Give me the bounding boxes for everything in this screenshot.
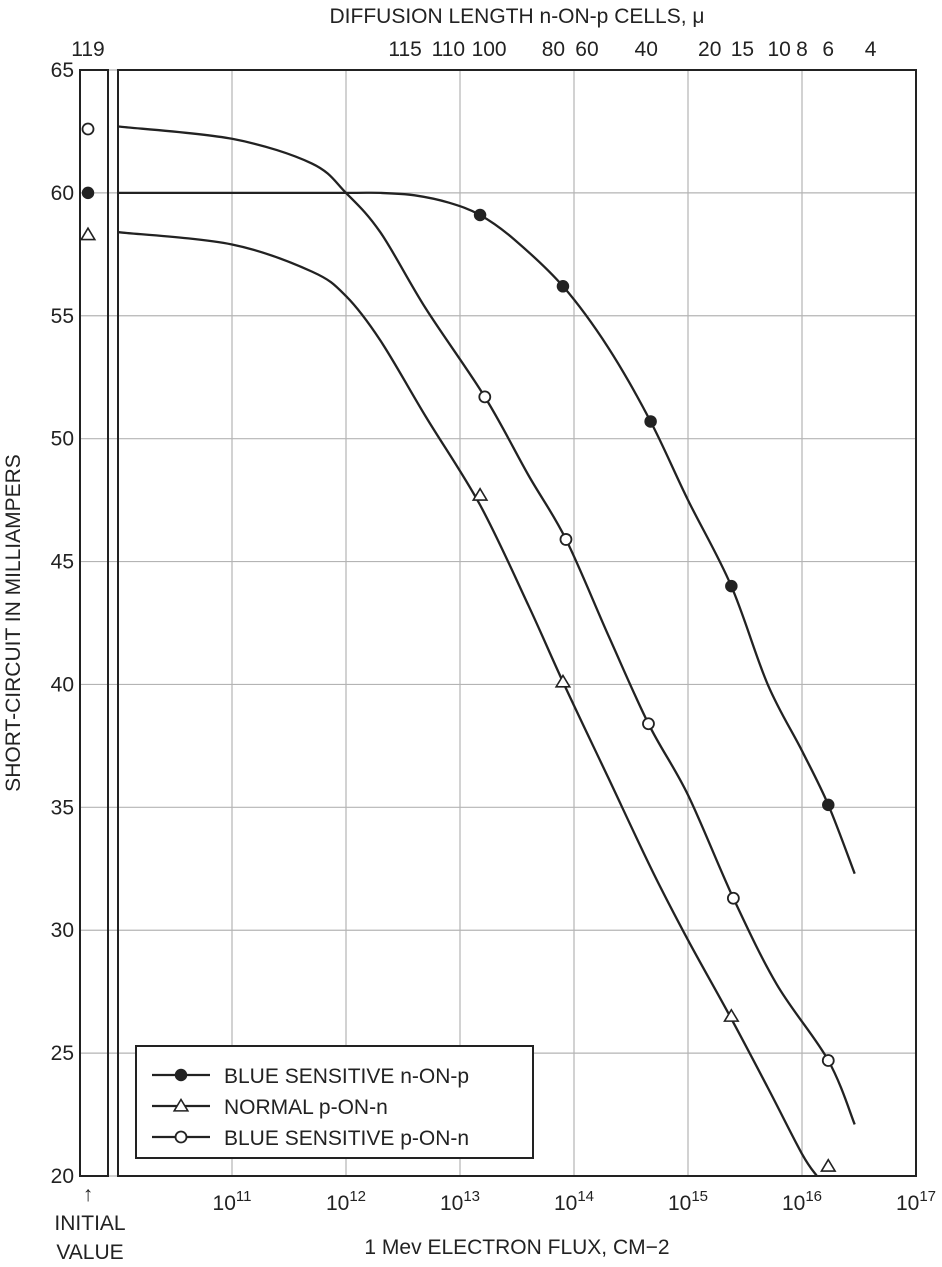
data-point-filled-circle — [822, 798, 835, 812]
y-tick-label: 50 — [51, 428, 74, 451]
legend-box — [135, 1045, 534, 1159]
x-tick-label: 1013 — [440, 1188, 480, 1215]
x-axis-title: 1 Mev ELECTRON FLUX, CM−2 — [364, 1236, 669, 1259]
top-tick-label: 110 — [432, 38, 465, 61]
data-point-open-circle — [559, 533, 573, 546]
data-point-open-circle — [726, 891, 740, 905]
initial-point-filled-circle — [81, 186, 95, 200]
y-tick-label: 65 — [51, 59, 74, 82]
legend: BLUE SENSITIVE n-ON-p NORMAL p-ON-n BLUE S… — [135, 1045, 534, 1159]
legend-marker-filled-circle — [174, 1068, 188, 1082]
y-tick-label: 40 — [51, 673, 74, 696]
data-point-open-circle — [478, 390, 492, 404]
y-tick-label: 45 — [51, 551, 74, 574]
plot-frame — [117, 69, 917, 1177]
x-tick-label: 1016 — [782, 1188, 822, 1215]
y-tick-label: 20 — [51, 1165, 74, 1188]
data-point-open-triangle — [820, 1158, 837, 1172]
top-tick-label: 15 — [731, 38, 754, 61]
x-tick-label: 1015 — [668, 1188, 708, 1215]
point-layer — [79, 122, 837, 1172]
data-point-open-triangle — [723, 1008, 740, 1022]
top-tick-label: 4 — [865, 38, 877, 61]
x-tick-label: 1011 — [213, 1188, 252, 1215]
top-tick-label: 6 — [822, 38, 834, 61]
data-point-filled-circle — [473, 208, 487, 222]
top-tick-label: 115 — [388, 38, 421, 61]
initial-label: INITIAL — [54, 1212, 125, 1235]
top-tick-label-initial: 119 — [71, 38, 104, 61]
y-tick-label: 60 — [51, 182, 74, 205]
legend-label: BLUE SENSITIVE p-ON-n — [224, 1127, 469, 1150]
top-tick-label: 40 — [635, 38, 658, 61]
x-tick-label: 1014 — [554, 1188, 594, 1215]
y-axis-title: SHORT-CIRCUIT IN MILLIAMPERS — [2, 454, 25, 792]
data-point-open-circle — [642, 717, 655, 731]
top-tick-label: 100 — [472, 38, 507, 61]
top-tick-label: 80 — [542, 38, 565, 61]
legend-label: NORMAL p-ON-n — [224, 1096, 388, 1119]
series-line-open-triangle — [117, 231, 818, 1177]
top-tick-label: 8 — [796, 38, 808, 61]
data-point-open-triangle — [471, 487, 489, 501]
data-point-open-triangle — [554, 673, 572, 688]
series-line-open-circle — [117, 125, 856, 1125]
y-tick-label: 35 — [51, 796, 74, 819]
series-line-filled-circle — [118, 191, 856, 875]
grid-layer — [80, 69, 917, 1177]
data-point-filled-circle — [725, 579, 738, 593]
x2-axis-title: DIFFUSION LENGTH n-ON-p CELLS, μ — [330, 5, 705, 28]
data-point-filled-circle — [556, 280, 570, 293]
legend-marker-open-triangle — [172, 1097, 190, 1112]
initial-point-open-circle — [81, 122, 95, 136]
initial-value-column — [79, 69, 109, 1177]
initial-point-open-triangle — [79, 226, 97, 241]
x-tick-label: 1017 — [896, 1188, 936, 1215]
legend-label: BLUE SENSITIVE n-ON-p — [224, 1065, 469, 1088]
initial-label: VALUE — [56, 1241, 123, 1264]
y-tick-label: 25 — [51, 1042, 74, 1065]
top-tick-label: 10 — [767, 38, 790, 61]
top-tick-label: 60 — [575, 38, 598, 61]
data-point-filled-circle — [644, 415, 657, 428]
data-point-open-circle — [821, 1054, 835, 1067]
top-tick-label: 20 — [698, 38, 721, 61]
curve-layer — [117, 125, 856, 1177]
legend-marker-open-circle — [174, 1130, 188, 1144]
initial-arrow: ↑ — [83, 1183, 94, 1206]
x-tick-label: 1012 — [326, 1188, 366, 1215]
y-tick-label: 30 — [51, 919, 74, 942]
frame-layer — [79, 69, 917, 1177]
y-tick-label: 55 — [51, 305, 74, 328]
